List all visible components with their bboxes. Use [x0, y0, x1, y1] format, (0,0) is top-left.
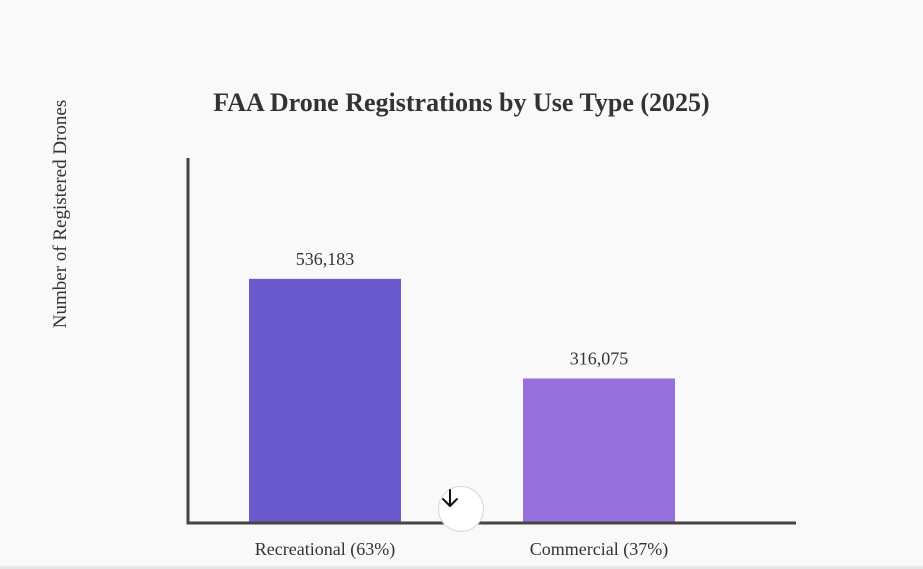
- bar-0[interactable]: [249, 278, 401, 522]
- scroll-down-button[interactable]: [438, 486, 484, 532]
- bar-1[interactable]: [523, 378, 675, 522]
- arrow-down-icon: [442, 489, 458, 507]
- bottom-divider: [0, 566, 923, 569]
- x-tick-label-1: Commercial (37%): [530, 539, 668, 560]
- x-tick-label-0: Recreational (63%): [255, 539, 395, 560]
- chart-title: FAA Drone Registrations by Use Type (202…: [213, 88, 710, 117]
- bar-value-label-1: 316,075: [570, 348, 629, 368]
- bar-value-label-0: 536,183: [296, 249, 355, 269]
